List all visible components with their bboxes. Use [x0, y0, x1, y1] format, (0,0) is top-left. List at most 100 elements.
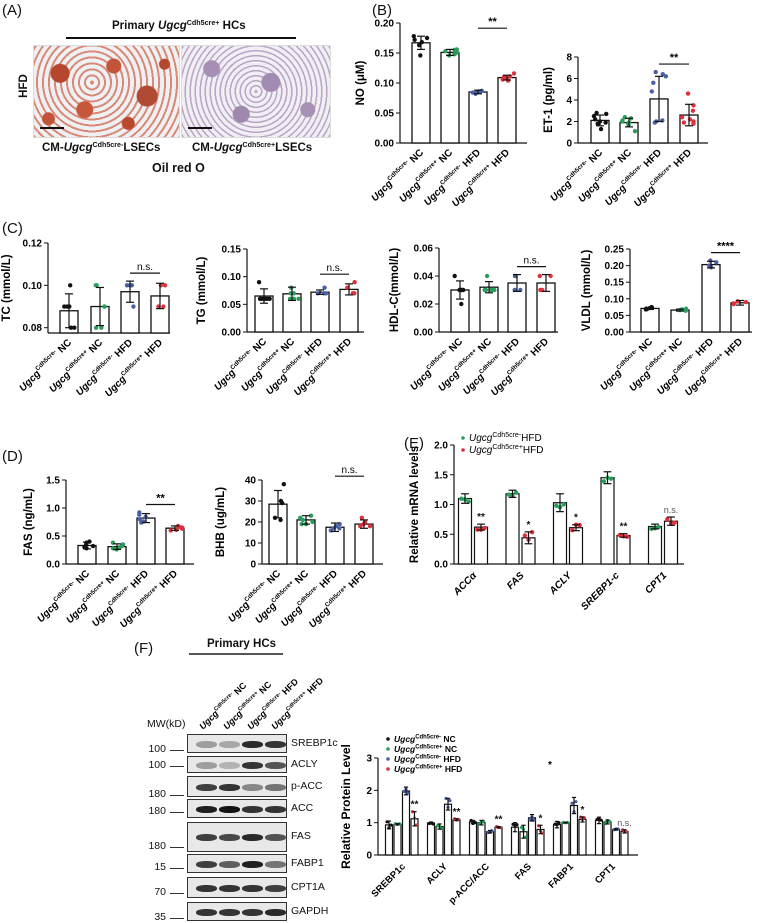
significance-label: * — [581, 805, 585, 816]
y-axis-title: NO (μM) — [355, 60, 367, 105]
data-point — [161, 304, 166, 309]
caption-right: CM-UgcgCdh5cre+LSECs — [192, 142, 312, 154]
data-point — [448, 799, 452, 803]
data-point — [93, 325, 99, 330]
y-tick-label: 0.06 — [414, 244, 434, 255]
blot-protein-label: p-ACC — [291, 779, 323, 792]
data-point — [656, 524, 661, 530]
category-label: p-ACC/ACC — [447, 861, 492, 906]
significance-label: n.s. — [326, 263, 342, 274]
label-gene: Ugcg — [632, 184, 657, 209]
bar — [339, 288, 359, 333]
blot-row-srebp1c — [187, 734, 287, 753]
mw-marker-label: 15 — [154, 861, 166, 873]
data-point — [681, 120, 687, 125]
y-tick-label: 8 — [566, 53, 572, 64]
protein-band — [219, 805, 240, 813]
data-point — [412, 37, 417, 42]
data-point — [257, 296, 263, 301]
significance-label: n.s. — [341, 465, 357, 476]
data-point — [139, 520, 144, 525]
legend-entry: UgcgCdh5cre+HFD — [469, 444, 543, 456]
mw-marker-tick — [170, 918, 184, 919]
scale-bar — [40, 127, 64, 129]
data-point — [607, 819, 612, 824]
blot-title: Primary HCs — [207, 638, 277, 650]
label-gene: Ugcg — [627, 369, 652, 394]
data-point — [561, 502, 566, 507]
label-gene: Ugcg — [118, 605, 143, 630]
protein-band — [196, 860, 217, 868]
bar — [568, 527, 584, 565]
protein-band — [242, 783, 263, 791]
mw-marker-label: 180 — [148, 805, 166, 817]
mw-marker-tick — [170, 795, 184, 796]
data-point — [620, 119, 625, 124]
label-gene: Ugcg — [489, 373, 514, 398]
label-cond: NC — [291, 568, 311, 588]
y-tick-label: 0.5 — [46, 532, 60, 543]
bar — [485, 831, 495, 856]
data-point — [660, 72, 665, 77]
significance-label: ** — [477, 512, 485, 523]
data-point — [663, 74, 669, 79]
label-cond: NC — [435, 147, 455, 167]
legend-cond: HFD — [523, 445, 544, 456]
blot-protein-label: ACC — [291, 801, 314, 814]
data-point — [352, 291, 357, 296]
data-point — [337, 526, 342, 531]
bar — [620, 830, 629, 856]
bar — [730, 302, 750, 333]
legend-gene: Ugcg — [469, 445, 493, 456]
data-point — [359, 515, 365, 520]
bar — [426, 822, 436, 856]
label-cond: NC — [474, 336, 494, 356]
label-gene: Ugcg — [239, 369, 264, 394]
label-sup: Cdh5cre- — [620, 163, 644, 187]
y-axis-title: HDL-C(mmol/L) — [389, 248, 401, 332]
bar — [640, 307, 660, 333]
data-point — [598, 126, 604, 132]
protein-band — [219, 783, 240, 791]
label-cond: HFD — [721, 336, 745, 360]
caption-sup: Cdh5cre- — [92, 141, 124, 150]
data-point — [162, 283, 168, 288]
panel-label-c: (C) — [2, 220, 23, 237]
data-point — [389, 823, 393, 827]
data-point — [672, 520, 677, 525]
y-tick-label: 0 — [250, 560, 256, 571]
title-prefix: Primary — [112, 20, 159, 32]
significance-label: ** — [495, 815, 503, 826]
bar — [440, 51, 460, 144]
label-cond: NC — [263, 568, 283, 588]
category-label: SREBP1c — [369, 861, 407, 899]
panel-label-e: (E) — [404, 435, 424, 452]
data-point — [685, 91, 691, 96]
y-tick-label: 0.15 — [222, 245, 242, 256]
category-label: FABP1 — [546, 861, 576, 891]
legend-cond: HFD — [442, 764, 462, 774]
protein-band — [196, 740, 217, 748]
bar — [527, 817, 537, 856]
significance-label: n.s. — [617, 818, 632, 828]
y-tick-label: 20 — [245, 518, 257, 529]
significance-label: * — [574, 513, 578, 524]
group-label: UgcgCdh5cre+ NC — [626, 335, 685, 394]
chart-hdl: 0.000.020.040.06HDL-C(mmol/L)UgcgCdh5cre… — [389, 244, 558, 398]
data-point — [137, 512, 142, 517]
protein-band — [219, 860, 240, 868]
label-gene: Ugcg — [599, 368, 624, 393]
label-gene: Ugcg — [397, 180, 422, 205]
label-sup: Cdh5cre- — [52, 579, 76, 603]
y-tick-label: 0.0 — [434, 560, 448, 571]
bar — [473, 526, 489, 565]
data-point — [117, 545, 123, 550]
bar — [647, 525, 663, 565]
label-gene: Ugcg — [409, 368, 434, 393]
data-point — [653, 69, 658, 75]
legend-sup: Cdh5cre+ — [492, 444, 523, 451]
